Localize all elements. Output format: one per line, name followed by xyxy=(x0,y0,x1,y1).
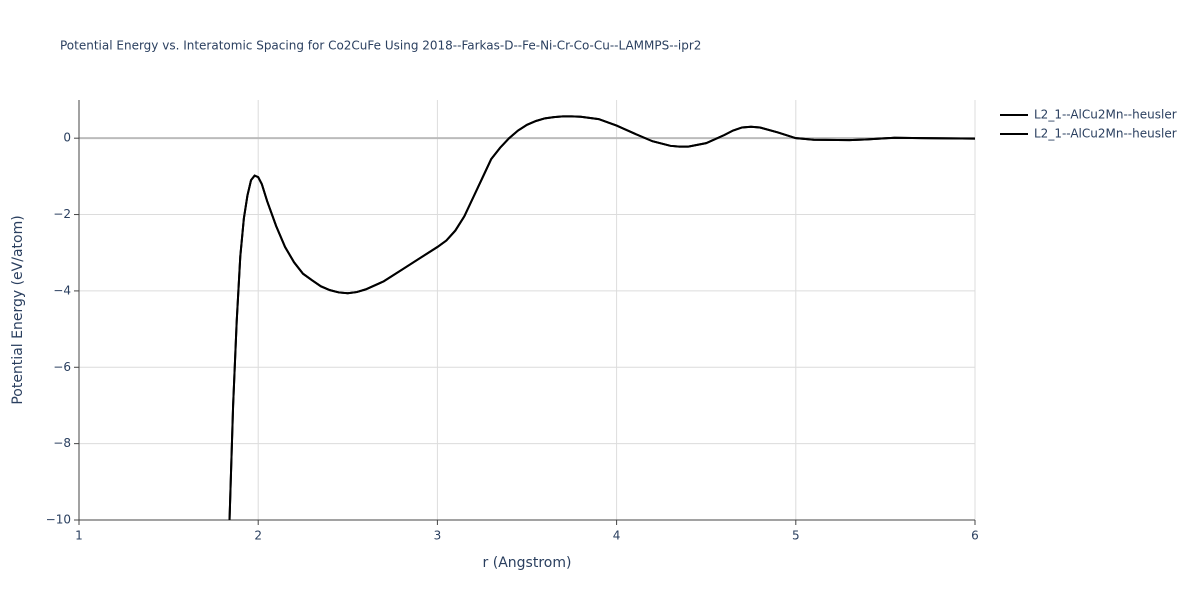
y-tick-label: −6 xyxy=(53,360,71,374)
y-tick-label: −8 xyxy=(53,436,71,450)
y-tick-label: 0 xyxy=(63,131,71,145)
y-tick-label: −10 xyxy=(46,513,71,527)
y-tick-label: −2 xyxy=(53,207,71,221)
y-axis-title: Potential Energy (eV/atom) xyxy=(10,215,26,404)
x-axis-title: r (Angstrom) xyxy=(483,555,572,571)
line-series xyxy=(228,115,975,520)
y-tick-label: −4 xyxy=(53,283,71,297)
x-tick-label: 6 xyxy=(971,529,979,543)
x-tick-label: 3 xyxy=(434,529,442,543)
chart-title: Potential Energy vs. Interatomic Spacing… xyxy=(60,39,701,53)
grid xyxy=(78,100,976,521)
line-series xyxy=(228,115,975,520)
legend-label: L2_1--AlCu2Mn--heusler xyxy=(1034,108,1177,122)
x-tick-label: 5 xyxy=(792,529,800,543)
x-tick-label: 1 xyxy=(75,529,83,543)
legend-label: L2_1--AlCu2Mn--heusler xyxy=(1034,127,1177,141)
x-tick-label: 4 xyxy=(613,529,621,543)
x-tick-label: 2 xyxy=(254,529,262,543)
